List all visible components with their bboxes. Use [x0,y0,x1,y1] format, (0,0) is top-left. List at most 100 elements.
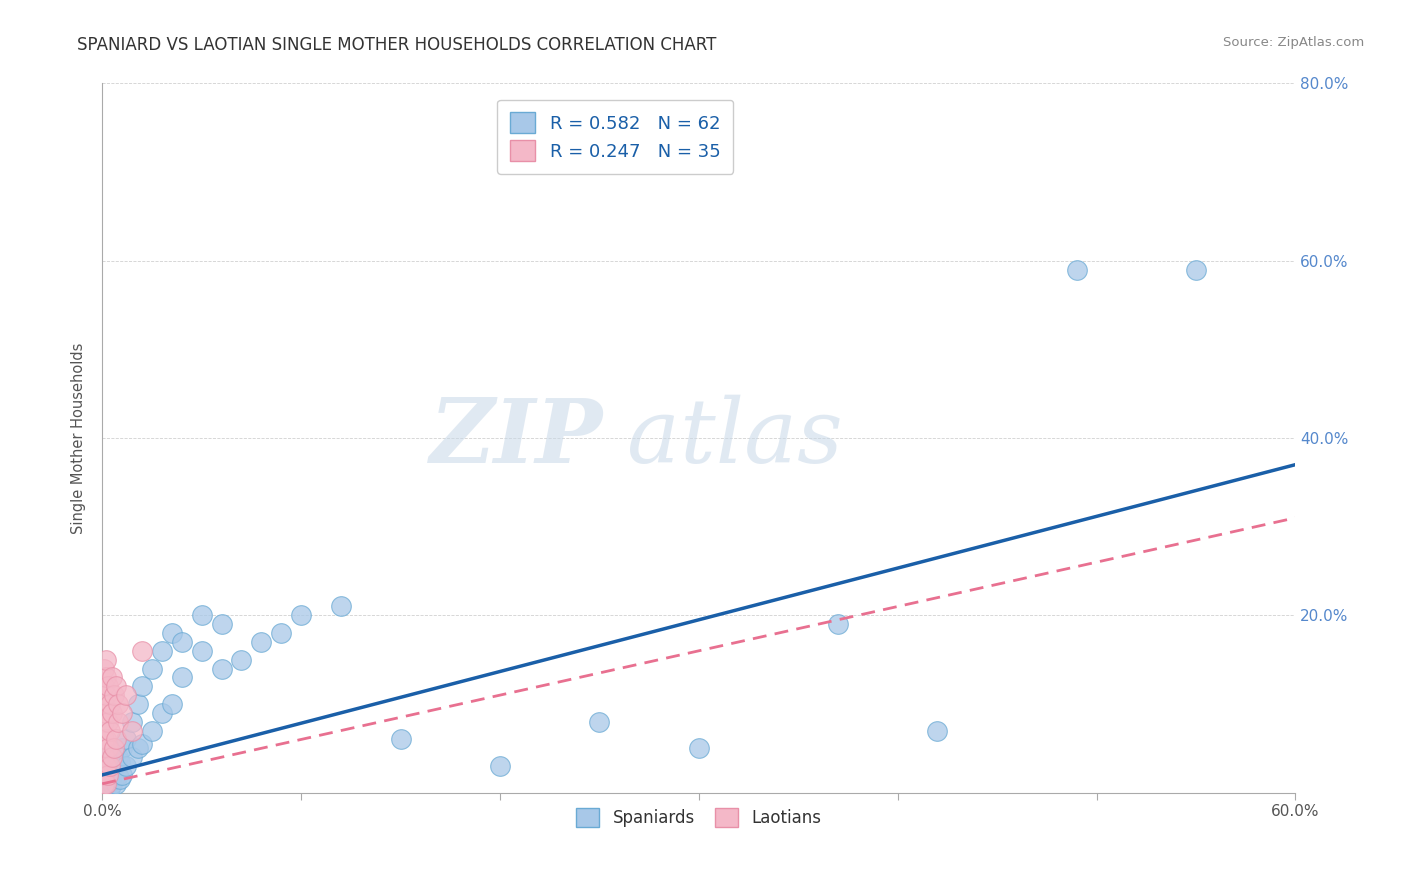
Point [108,772,131,787]
Point [131,644,153,658]
Point [96,764,118,778]
Point [150,706,173,720]
Point [103,764,125,778]
Point [93,750,115,764]
Point [107,697,129,711]
Point [97,714,120,729]
Point [97,777,120,791]
Point [107,750,129,764]
Point [103,755,125,769]
Point [97,741,120,756]
Point [96,759,118,773]
Point [98,764,121,778]
Point [96,781,118,796]
Point [96,706,118,720]
Point [211,617,233,632]
Point [927,723,949,738]
Point [93,732,115,747]
Point [1066,262,1088,277]
Point [105,679,128,693]
Point [93,781,115,796]
Point [93,768,115,782]
Point [131,679,153,693]
Point [127,697,149,711]
Point [170,670,193,684]
Point [141,661,163,675]
Point [101,750,124,764]
Point [93,777,115,791]
Point [170,635,193,649]
Point [93,759,115,773]
Point [98,759,121,773]
Point [103,772,125,787]
Point [105,777,128,791]
Point [93,679,115,693]
Point [105,759,128,773]
Point [141,723,163,738]
Point [150,644,173,658]
Point [290,608,312,623]
Point [96,777,118,791]
Point [827,617,849,632]
Point [131,737,153,751]
Point [121,723,143,738]
Point [96,653,118,667]
Point [97,768,120,782]
Point [115,732,138,747]
Point [101,750,124,764]
Point [98,772,121,787]
Point [160,626,183,640]
Text: Source: ZipAtlas.com: Source: ZipAtlas.com [1223,36,1364,49]
Point [105,732,128,747]
Point [250,635,273,649]
Point [121,714,143,729]
Point [98,781,121,796]
Point [111,741,134,756]
Point [489,759,512,773]
Point [93,768,115,782]
Point [97,768,120,782]
Point [111,768,134,782]
Point [160,697,183,711]
Point [103,741,125,756]
Point [1185,262,1208,277]
Point [101,768,124,782]
Point [96,755,118,769]
Y-axis label: Single Mother Households: Single Mother Households [72,343,86,533]
Point [108,755,131,769]
Point [96,732,118,747]
Point [97,759,120,773]
Point [93,697,115,711]
Point [127,741,149,756]
Point [96,670,118,684]
Point [101,706,124,720]
Point [93,661,115,675]
Point [111,706,134,720]
Text: atlas: atlas [627,394,844,482]
Point [98,697,121,711]
Point [97,679,120,693]
Point [93,777,115,791]
Legend: Spaniards, Laotians: Spaniards, Laotians [569,801,828,834]
Point [389,732,412,747]
Point [107,714,129,729]
Point [97,750,120,764]
Point [101,777,124,791]
Point [190,644,212,658]
Point [211,661,233,675]
Point [107,768,129,782]
Text: SPANIARD VS LAOTIAN SINGLE MOTHER HOUSEHOLDS CORRELATION CHART: SPANIARD VS LAOTIAN SINGLE MOTHER HOUSEH… [77,36,717,54]
Point [96,772,118,787]
Point [101,670,124,684]
Point [121,750,143,764]
Point [115,688,138,702]
Point [115,759,138,773]
Point [688,741,710,756]
Point [231,653,253,667]
Point [270,626,292,640]
Point [96,688,118,702]
Point [329,599,352,614]
Point [98,723,121,738]
Text: ZIP: ZIP [430,395,603,482]
Point [588,714,610,729]
